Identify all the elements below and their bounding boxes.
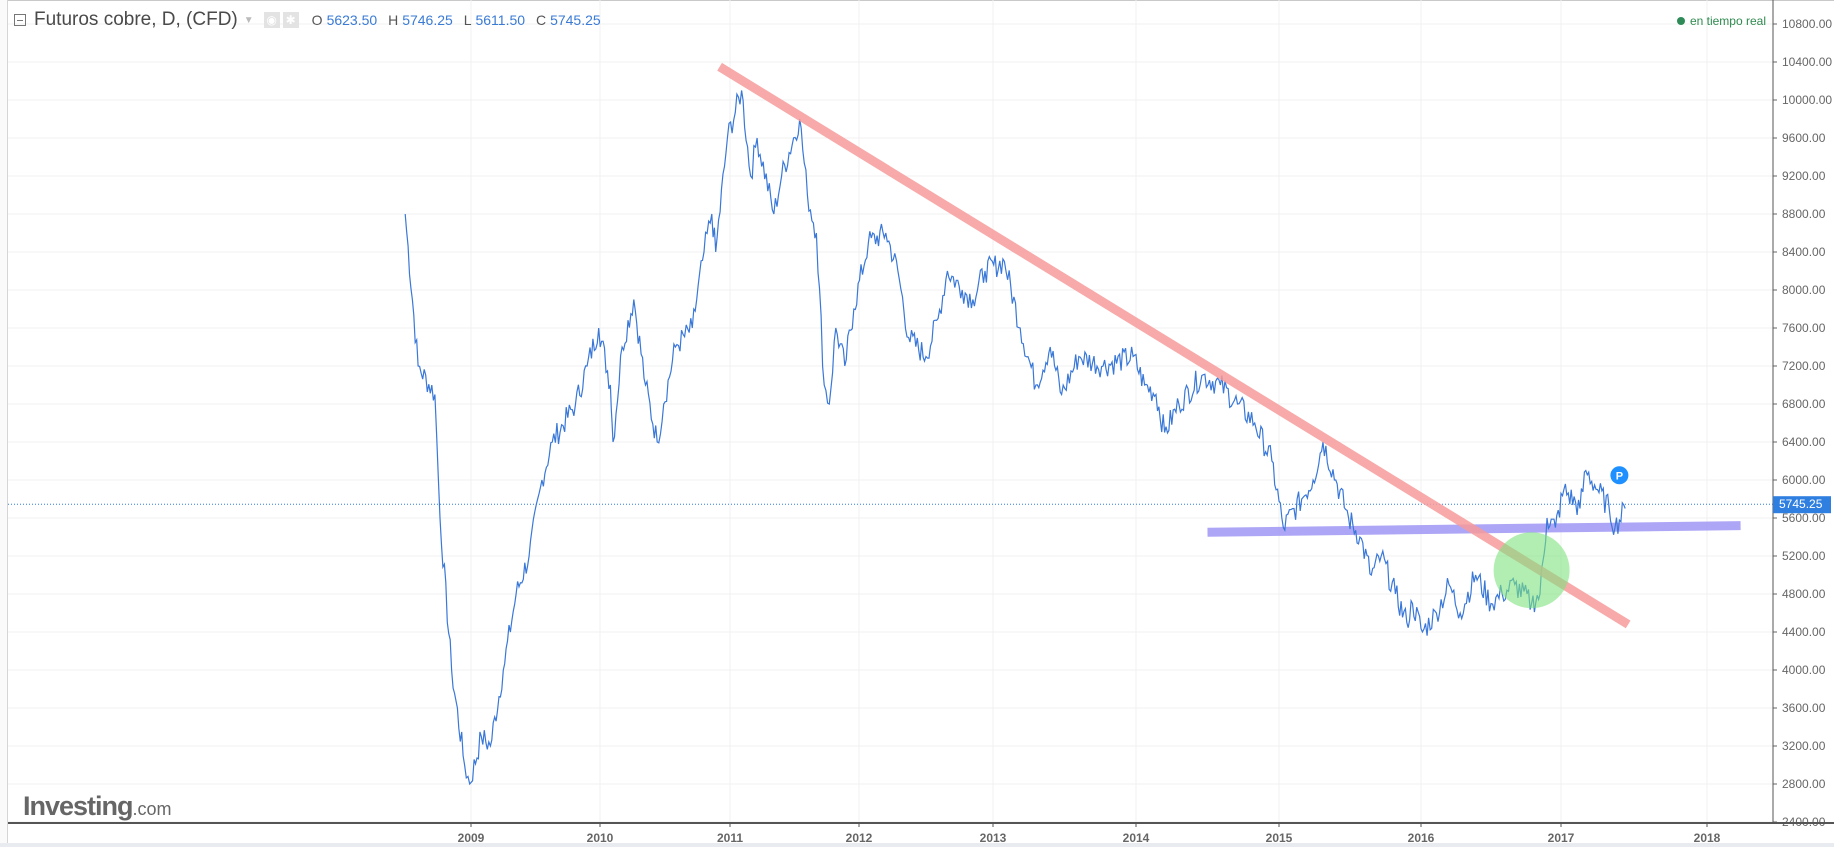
left-panel-edge[interactable] [0, 0, 8, 843]
y-tick-label: 4000.00 [1782, 663, 1826, 677]
y-tick-label: 3200.00 [1782, 739, 1826, 753]
x-tick-label: 2017 [1548, 831, 1575, 845]
grid [8, 0, 1773, 823]
y-tick-label: 8000.00 [1782, 283, 1826, 297]
realtime-indicator: en tiempo real [1676, 14, 1766, 28]
low-value: 5611.50 [475, 12, 526, 28]
close-label: C [535, 12, 547, 28]
price-series [404, 90, 1626, 786]
eye-icon[interactable]: ◉ [263, 12, 280, 28]
x-tick-label: 2010 [587, 831, 614, 845]
resistance-trendline [717, 62, 1631, 629]
x-tick-label: 2012 [846, 831, 873, 845]
high-label: H [388, 12, 399, 28]
y-tick-label: 3600.00 [1782, 701, 1826, 715]
y-tick-label: 9600.00 [1782, 131, 1826, 145]
y-tick-label: 7200.00 [1782, 359, 1826, 373]
last-price-badge [1773, 496, 1831, 514]
x-tick-label: 2013 [980, 831, 1007, 845]
last-price-label: 5745.25 [1779, 497, 1823, 511]
y-tick-label: 10000.00 [1782, 93, 1832, 107]
y-tick-label: 5200.00 [1782, 549, 1826, 563]
x-tick-label: 2015 [1266, 831, 1293, 845]
chart-title[interactable]: Futuros cobre, D, (CFD) [34, 9, 238, 30]
y-tick-label: 4800.00 [1782, 587, 1826, 601]
y-tick-label: 8800.00 [1782, 207, 1826, 221]
realtime-label: en tiempo real [1689, 14, 1766, 28]
close-value: 5745.25 [550, 12, 601, 28]
investing-logo: Investing.com [23, 791, 172, 822]
y-tick-label: 7600.00 [1782, 321, 1826, 335]
highlight-circle [1493, 532, 1570, 609]
logo-main: Investing [23, 791, 134, 821]
y-tick-label: 6400.00 [1782, 435, 1826, 449]
low-label: L [463, 12, 472, 28]
x-tick-label: 2018 [1694, 831, 1721, 845]
price-line [404, 90, 1626, 786]
p-marker-label: P [1616, 470, 1623, 482]
collapse-icon[interactable] [14, 14, 26, 26]
open-label: O [311, 12, 323, 28]
y-tick-label: 10400.00 [1782, 55, 1832, 69]
bottom-strip [0, 843, 1834, 847]
x-tick-label: 2011 [717, 831, 743, 845]
dropdown-caret-icon[interactable]: ▼ [243, 14, 254, 26]
y-tick-label: 8400.00 [1782, 245, 1826, 259]
open-value: 5623.50 [326, 12, 378, 28]
high-value: 5746.25 [402, 12, 453, 28]
y-tick-label: 4400.00 [1782, 625, 1826, 639]
y-tick-label: 6000.00 [1782, 473, 1826, 487]
gear-icon[interactable]: ✱ [282, 12, 299, 28]
logo-suffix: .com [132, 799, 172, 819]
axes: 10800.00 10400.00 10000.00 9600.00 9200.00 88… [8, 0, 1834, 845]
y-tick-label: 5600.00 [1782, 511, 1826, 525]
y-tick-label: 9200.00 [1782, 169, 1826, 183]
x-tick-label: 2009 [458, 831, 485, 845]
x-tick-label: 2016 [1408, 831, 1435, 845]
ohlc-values: O 5623.50 H 5746.25 L 5611.50 C 5745.25 [312, 12, 608, 28]
y-tick-label: 2800.00 [1782, 777, 1826, 791]
p-marker-icon [1610, 466, 1629, 485]
chart-header: Futuros cobre, D, (CFD) ▼ ◉ ✱ O 5623.50 H… [14, 9, 608, 31]
status-dot-icon [1676, 17, 1685, 25]
y-tick-label: 6800.00 [1782, 397, 1826, 411]
x-tick-label: 2014 [1123, 831, 1150, 845]
y-tick-label: 10800.00 [1782, 17, 1832, 31]
